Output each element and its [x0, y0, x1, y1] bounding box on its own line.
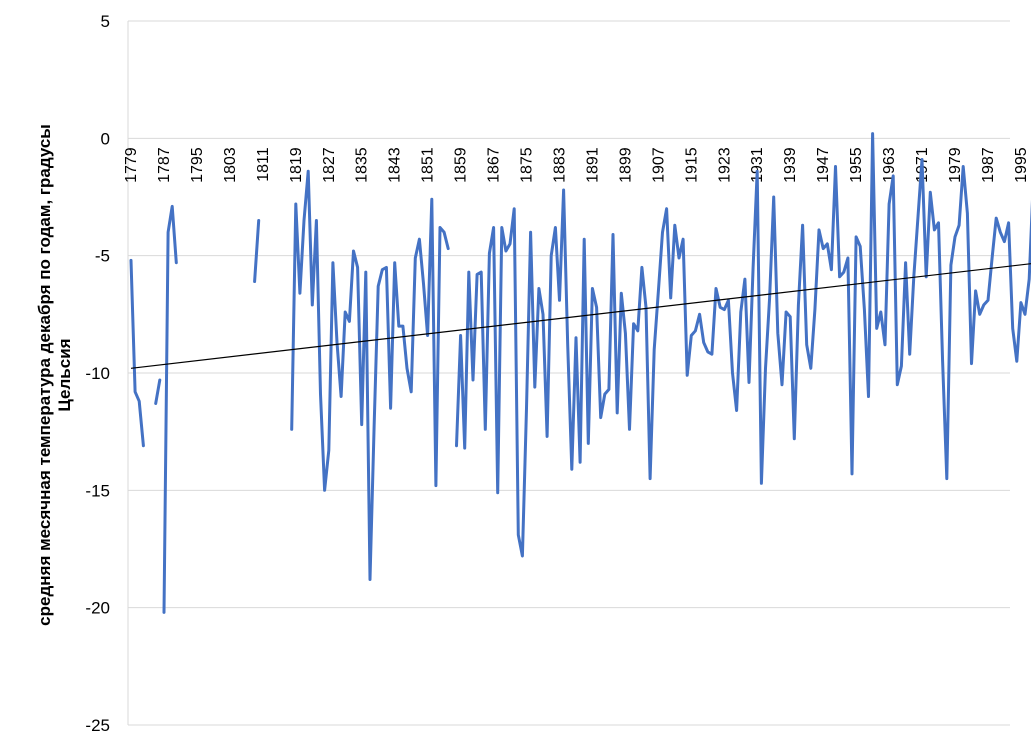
y-axis-label-line-1: средняя месячная температура декабря по … — [35, 124, 54, 626]
x-tick-label: 1931 — [749, 147, 766, 183]
x-tick-label: 1859 — [453, 147, 470, 183]
x-tick-label: 1819 — [288, 147, 305, 183]
x-tick-label: 1963 — [881, 147, 898, 183]
y-tick-label: -20 — [85, 599, 110, 618]
series-line-segment — [253, 219, 261, 283]
series-line-segment — [162, 204, 178, 614]
x-tick-label: 1907 — [650, 147, 667, 183]
x-tick-labels: 1779 1787 1795 1803 1811 1819 1827 1835 1843 1851… — [123, 147, 1030, 183]
series-line-segment — [455, 132, 1031, 558]
x-tick-label: 1883 — [551, 147, 568, 183]
x-tick-label: 1899 — [617, 147, 634, 183]
x-tick-label: 1939 — [782, 147, 799, 183]
x-tick-label: 1891 — [584, 147, 601, 183]
y-tick-label: -10 — [85, 364, 110, 383]
temperature-series — [129, 132, 1031, 614]
x-tick-label: 1779 — [123, 147, 140, 183]
x-tick-label: 1835 — [354, 147, 371, 183]
gridlines — [128, 20, 1010, 726]
x-tick-label: 1947 — [815, 147, 832, 183]
y-tick-label: -25 — [85, 716, 110, 735]
x-tick-label: 1995 — [1013, 147, 1030, 183]
x-tick-label: 1955 — [848, 147, 865, 183]
y-tick-labels: 5 0 -5 -10 -15 -20 -25 — [85, 12, 110, 735]
x-tick-label: 1987 — [980, 147, 997, 183]
trendline-line — [130, 263, 1031, 369]
series-line-segment — [129, 258, 145, 448]
x-tick-label: 1915 — [683, 147, 700, 183]
x-tick-label: 1979 — [947, 147, 964, 183]
series-line-segment — [290, 169, 450, 581]
y-axis-label: средняя месячная температура декабря по … — [35, 124, 74, 626]
series-line-segment — [154, 378, 162, 405]
y-axis-label-line-2: Цельсия — [55, 338, 74, 411]
x-tick-label: 1851 — [420, 147, 437, 183]
x-tick-label: 1795 — [189, 147, 206, 183]
y-tick-label: -15 — [85, 481, 110, 500]
x-tick-label: 1843 — [387, 147, 404, 183]
trendline — [130, 263, 1031, 369]
y-tick-label: 0 — [101, 129, 110, 148]
x-tick-label: 1787 — [156, 147, 173, 183]
y-tick-label: 5 — [101, 12, 110, 31]
x-tick-label: 1923 — [716, 147, 733, 183]
y-tick-label: -5 — [95, 247, 110, 266]
x-tick-label: 1803 — [222, 147, 239, 183]
x-tick-label: 1875 — [519, 147, 536, 183]
x-tick-label: 1827 — [321, 147, 338, 183]
x-tick-label: 1867 — [486, 147, 503, 183]
x-tick-label: 1811 — [255, 147, 272, 182]
